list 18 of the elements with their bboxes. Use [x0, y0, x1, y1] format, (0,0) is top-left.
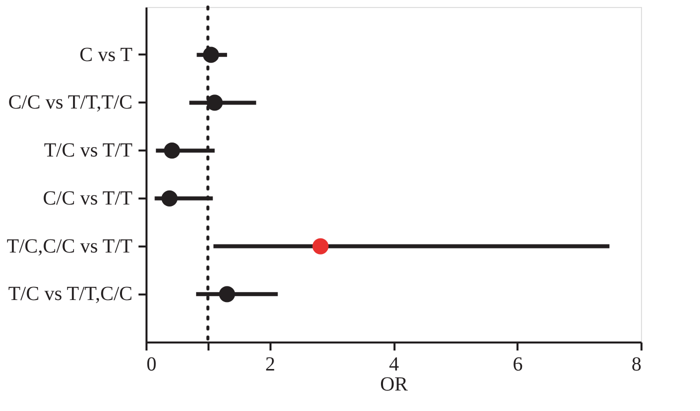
- point: [312, 238, 329, 254]
- y-tick-label: C/C vs T/T,T/C: [8, 92, 132, 114]
- point: [202, 46, 220, 63]
- y-tick-label: T/C vs T/T,C/C: [8, 283, 132, 306]
- x-tick-label: 2: [265, 354, 276, 376]
- x-tick-label: 0: [146, 354, 156, 376]
- point: [206, 94, 223, 111]
- point: [164, 142, 180, 159]
- y-tick-label: C vs T: [80, 44, 132, 66]
- point: [161, 190, 178, 206]
- y-tick-label: T/C,C/C vs T/T: [6, 235, 132, 258]
- point: [218, 286, 236, 302]
- x-axis-title: OR: [380, 374, 409, 396]
- x-tick-label: 4: [389, 354, 399, 376]
- x-tick-label: 8: [632, 354, 642, 376]
- y-tick-label: C/C vs T/T: [42, 187, 132, 210]
- y-tick-label: T/C vs T/T: [44, 140, 132, 162]
- x-tick-label: 6: [512, 354, 523, 376]
